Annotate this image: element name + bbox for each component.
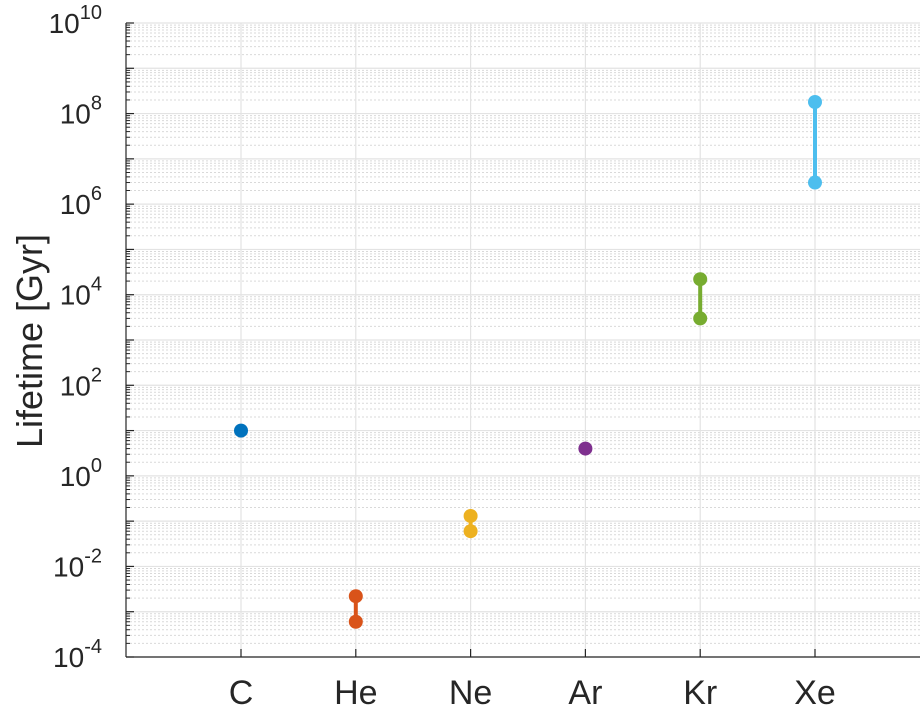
x-tick-label: Ar xyxy=(568,674,602,712)
data-point-kr xyxy=(693,311,708,326)
y-tick-label: 10-2 xyxy=(53,545,102,582)
tick-labels: 10-4 10-2 100 102 104 106 108 1010 C He Ne Ar Kr Xe xyxy=(49,2,836,712)
data-point-kr xyxy=(693,272,708,287)
x-tick-label: Ne xyxy=(449,674,492,712)
y-tick-label: 102 xyxy=(60,364,102,401)
data-marks xyxy=(234,95,822,629)
x-tick-label: C xyxy=(229,674,254,712)
data-point-he xyxy=(348,589,363,604)
grid xyxy=(126,22,920,658)
x-tick-label: Xe xyxy=(794,674,836,712)
y-tick-label: 108 xyxy=(60,93,102,130)
data-point-c xyxy=(234,423,248,438)
data-point-ar xyxy=(578,441,593,456)
y-tick-label: 10-4 xyxy=(53,636,102,673)
data-point-he xyxy=(348,614,363,629)
y-tick-label: 100 xyxy=(60,455,102,492)
data-point-xe xyxy=(808,95,822,110)
data-point-xe xyxy=(808,175,822,190)
data-point-ne xyxy=(463,524,478,539)
axes xyxy=(125,22,920,658)
y-tick-label: 1010 xyxy=(49,2,102,39)
y-axis-label: Lifetime [Gyr] xyxy=(9,234,50,448)
y-tick-label: 104 xyxy=(60,274,102,311)
x-tick-label: He xyxy=(334,674,377,712)
y-tick-label: 106 xyxy=(60,183,102,220)
x-tick-label: Kr xyxy=(683,674,717,712)
data-point-ne xyxy=(463,508,478,523)
